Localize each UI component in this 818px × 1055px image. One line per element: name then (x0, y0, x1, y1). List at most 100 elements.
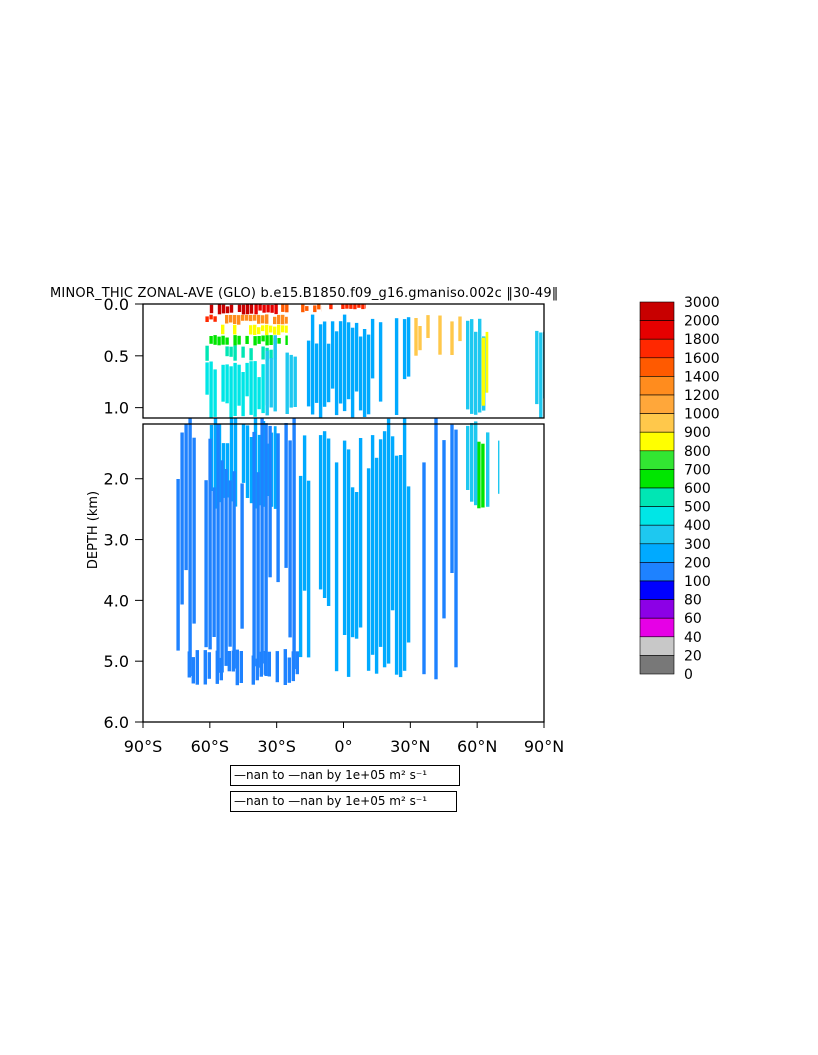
heat-cell (213, 335, 217, 345)
heat-cell (253, 336, 257, 346)
heat-cell (358, 438, 363, 628)
colorbar-swatch (639, 655, 675, 675)
colorbar-swatch (639, 413, 675, 433)
heat-cell (285, 352, 289, 414)
colorbar-label: 300 (684, 537, 711, 553)
y-tick-label: 6.0 (104, 713, 129, 732)
heat-cell (390, 436, 395, 611)
heat-cell (220, 460, 224, 673)
colorbar-label: 1000 (684, 407, 720, 423)
heat-cell (209, 304, 214, 314)
heat-cell (176, 479, 180, 651)
heat-cell (231, 650, 235, 672)
heat-cell (361, 304, 365, 310)
colorbar-label: 80 (684, 593, 702, 609)
heat-cell (350, 487, 355, 638)
colorbar-label: 600 (684, 481, 711, 497)
heat-cell (257, 314, 261, 324)
heat-cell (535, 330, 539, 405)
colorbar-label: 800 (684, 444, 711, 460)
x-tick-label: 60°S (191, 737, 230, 756)
heat-cell (269, 349, 273, 359)
x-tick-label: 60°N (457, 737, 497, 756)
heat-cell (227, 651, 231, 672)
heat-cell (213, 316, 217, 322)
heat-cell (450, 424, 454, 573)
heat-cell (245, 335, 249, 344)
heat-cell (269, 358, 273, 408)
heat-cell (394, 455, 399, 675)
heat-cell (338, 321, 343, 404)
heat-cell (253, 324, 257, 335)
y-tick-label: 1.0 (104, 399, 129, 418)
heat-cell (209, 336, 213, 344)
footer-note-1: —nan to —nan by 1e+05 m² s⁻¹ (230, 765, 460, 786)
y-tick-label: 0.5 (104, 347, 129, 366)
heat-cell (225, 337, 229, 345)
heat-cell (237, 304, 242, 312)
heat-cell (334, 331, 339, 416)
heat-cell (485, 331, 489, 393)
colorbar-swatch (639, 320, 675, 340)
heat-cell (225, 315, 229, 324)
colorbar-swatch (639, 469, 675, 489)
heat-cell (365, 304, 366, 309)
heat-cell (362, 329, 367, 417)
colorbar-swatch (639, 357, 675, 377)
chart-title: MINOR_THIC ZONAL-AVE (GLO) b.e15.B1850.f… (50, 286, 559, 301)
heat-cell (228, 480, 232, 647)
colorbar-swatch (639, 506, 675, 526)
heat-cell (317, 304, 321, 310)
heat-cell (205, 362, 209, 395)
heat-cell (273, 326, 277, 335)
heat-cell (265, 335, 269, 346)
heat-cell (466, 425, 470, 490)
heat-cell (235, 649, 239, 686)
heat-cell (326, 343, 331, 403)
heat-cell (346, 449, 351, 677)
heat-cell (257, 336, 261, 344)
colorbar-swatch (639, 450, 675, 470)
colorbar-label: 1800 (684, 332, 720, 348)
heat-cell (257, 327, 261, 335)
heat-cell (486, 432, 490, 507)
heat-cell (257, 434, 262, 506)
heat-cell (318, 324, 323, 418)
heat-cell (261, 364, 265, 414)
heat-cell (330, 321, 335, 389)
colorbar-swatch (639, 376, 675, 396)
heat-cell (216, 424, 220, 673)
heat-cell (277, 338, 281, 344)
heat-cell (477, 441, 481, 509)
heat-cell (341, 304, 345, 309)
y-tick-label: 2.0 (104, 470, 129, 489)
heat-cell (274, 304, 278, 315)
heat-cell (293, 356, 297, 407)
heat-cell (261, 346, 265, 360)
heat-cell (318, 435, 323, 590)
x-tick-label: 30°N (390, 737, 430, 756)
y-axis-label: DEPTH (km) (86, 491, 101, 569)
heat-cell (256, 472, 260, 668)
heat-cell (276, 433, 280, 583)
heat-cell (208, 438, 212, 650)
colorbar-label: 1600 (684, 351, 720, 367)
heat-cell (245, 304, 250, 315)
heat-cell (233, 345, 237, 361)
colorbar-label: 1200 (684, 388, 720, 404)
heat-cell (285, 304, 289, 313)
heat-cell (378, 322, 383, 402)
heat-cell (241, 346, 245, 358)
heat-cell (265, 324, 269, 336)
heat-cell (224, 469, 228, 666)
heat-cell (207, 652, 211, 679)
heat-cell (213, 369, 217, 417)
heat-cell (229, 304, 234, 313)
heat-cell (245, 362, 249, 397)
heat-cell (233, 362, 237, 416)
colorbar-swatch (639, 301, 675, 321)
colorbar-label: 60 (684, 611, 702, 627)
colorbar-swatch (639, 394, 675, 414)
heat-cell (232, 471, 236, 669)
heat-cell (187, 651, 191, 678)
